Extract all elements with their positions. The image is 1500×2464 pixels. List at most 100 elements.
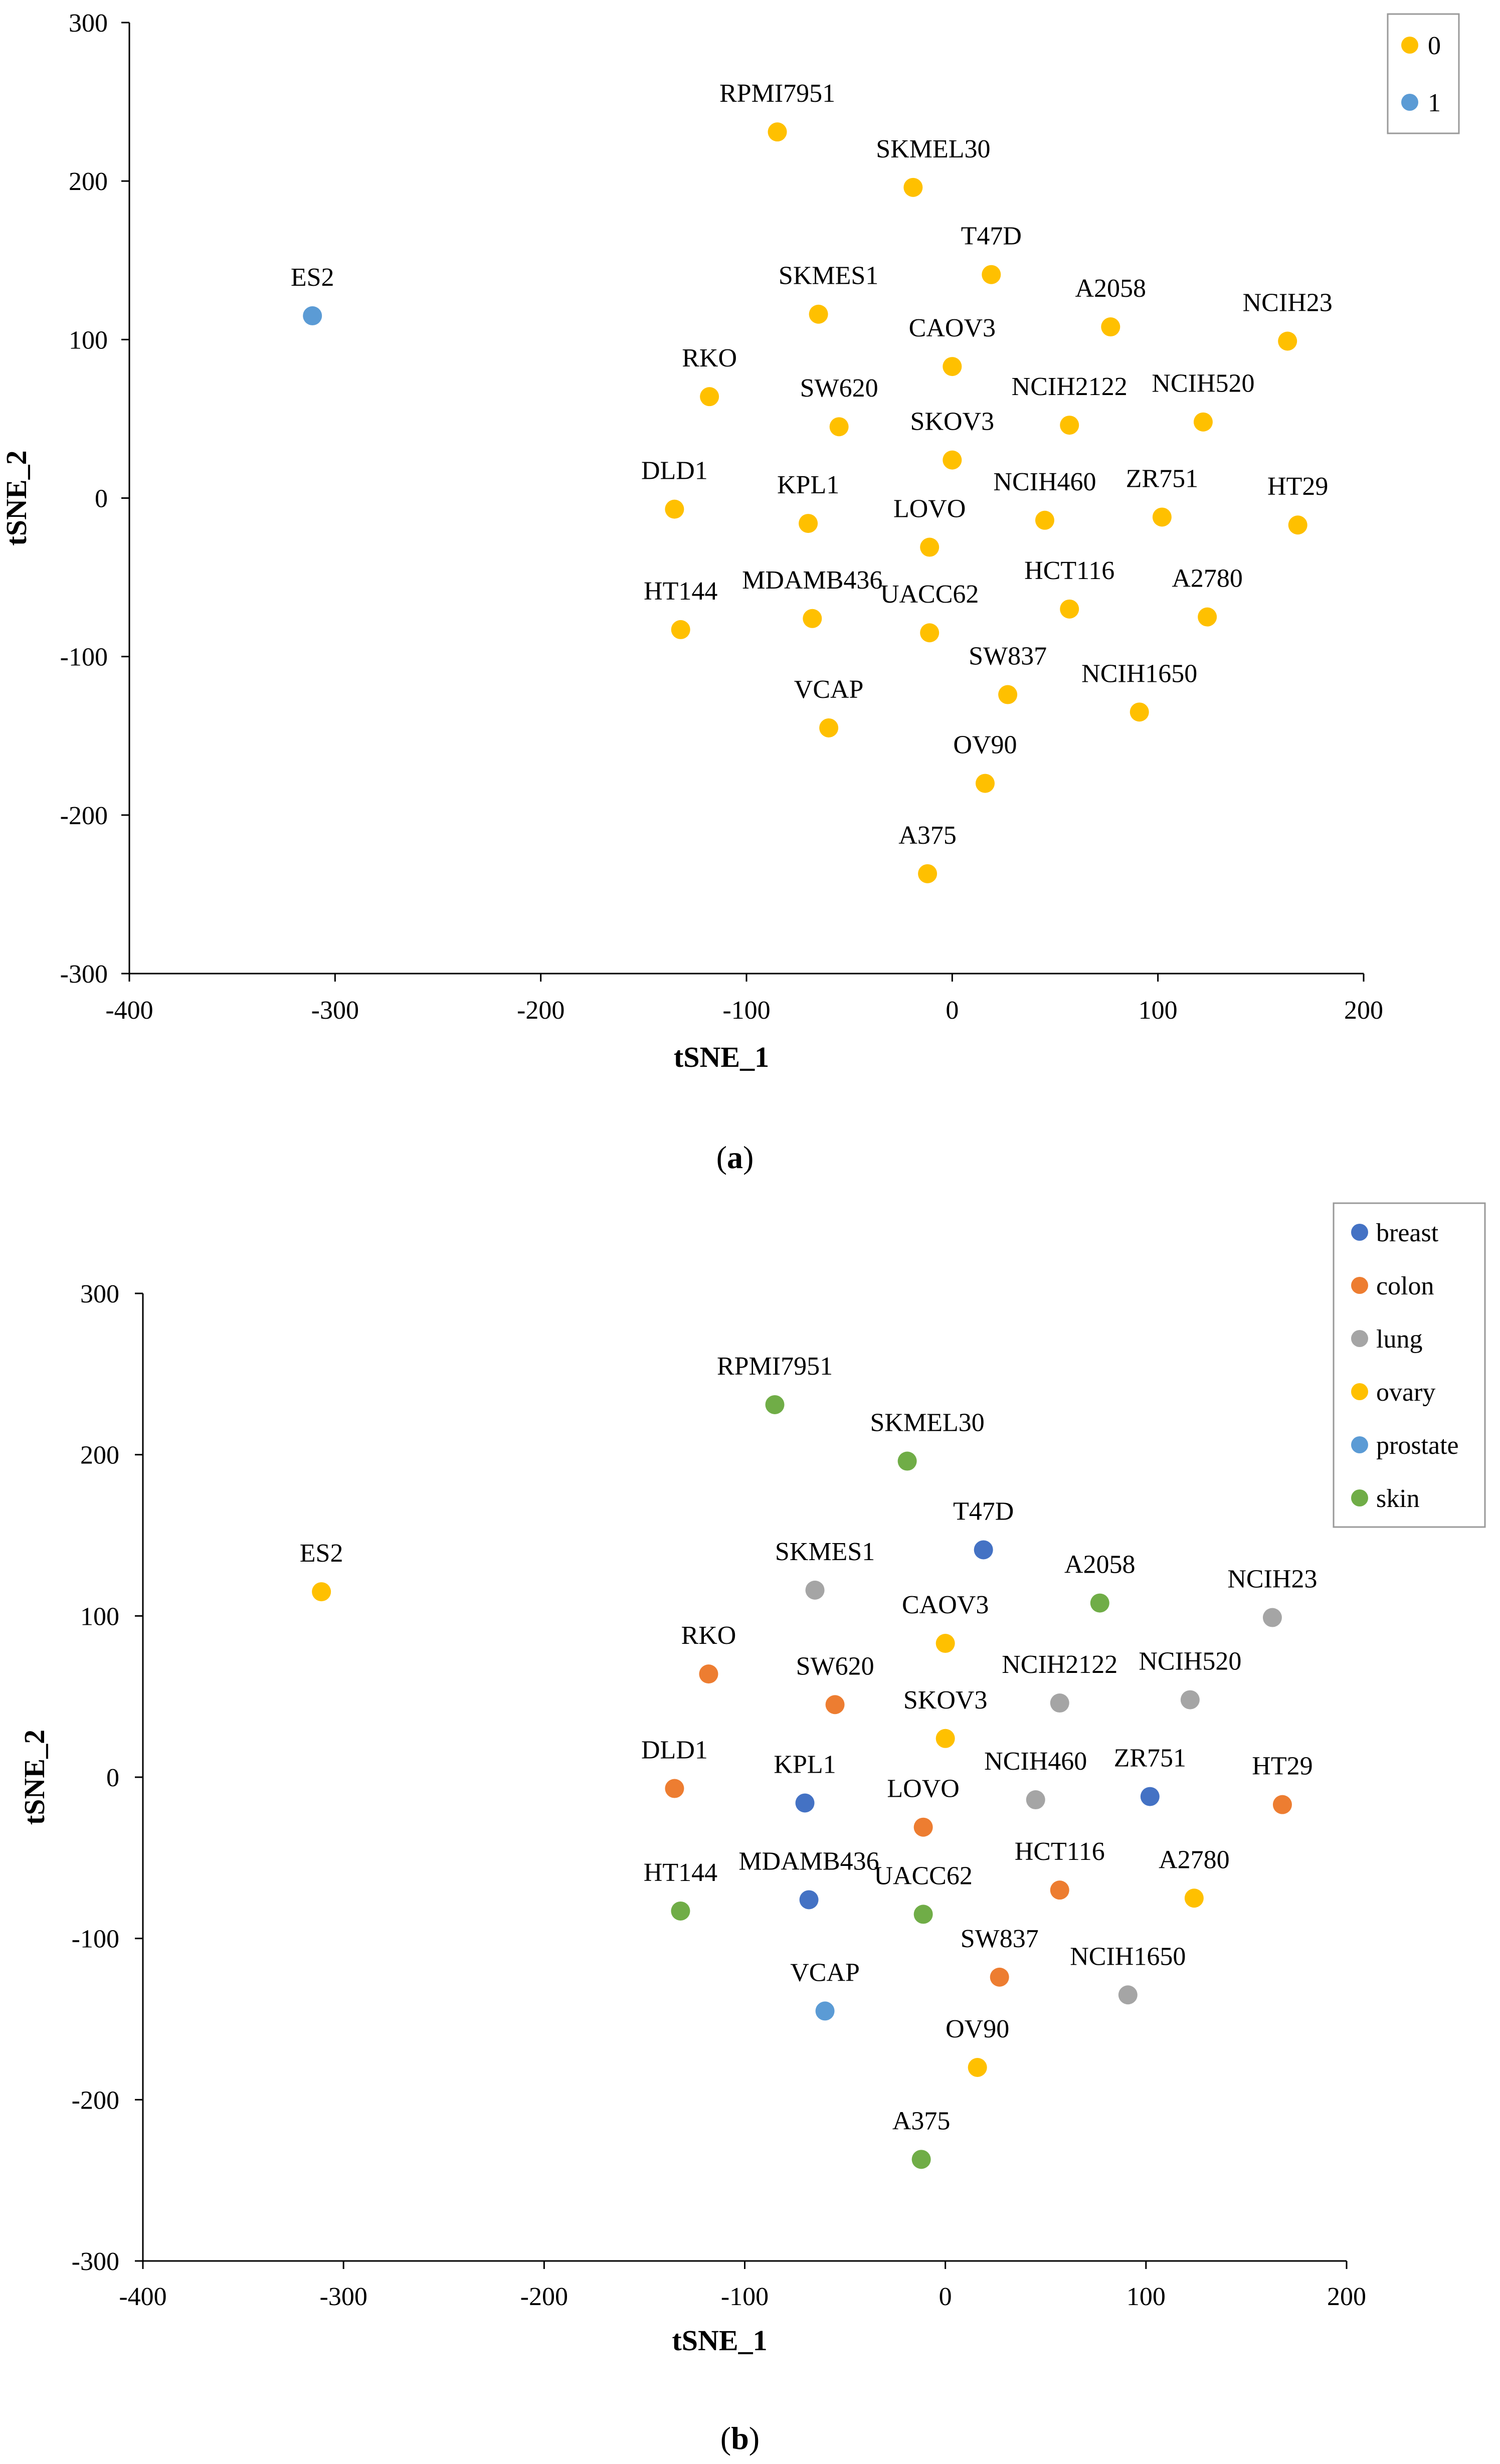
panel-a-y-tick-label: 100 xyxy=(69,326,108,354)
panel-b-point-label: NCIH23 xyxy=(1227,1565,1317,1594)
panel-b-point-skov3 xyxy=(935,1729,955,1748)
panel-a-point-a2058 xyxy=(1101,317,1120,337)
panel-b-point-dld1 xyxy=(665,1779,684,1798)
panel-a-point-label: NCIH23 xyxy=(1243,288,1333,317)
panel-b-point-label: KPL1 xyxy=(774,1750,836,1779)
panel-b-legend-marker-breast xyxy=(1351,1224,1368,1241)
panel-a-point-sw620 xyxy=(829,417,849,437)
panel-b-x-axis-title: tSNE_1 xyxy=(672,2324,767,2357)
panel-b-y-tick-label: -300 xyxy=(72,2247,119,2276)
panel-a-point-a2780 xyxy=(1198,607,1217,627)
panel-a-point-vcap xyxy=(819,718,839,737)
panel-a-y-tick-label: -300 xyxy=(60,960,108,989)
panel-b-point-label: NCIH460 xyxy=(984,1747,1087,1776)
panel-b-point-label: OV90 xyxy=(946,2015,1009,2043)
panel-a-point-kpl1 xyxy=(799,514,818,533)
panel-a-point-label: ZR751 xyxy=(1126,464,1198,493)
panel-b-point-label: SKMES1 xyxy=(775,1538,875,1566)
panel-b-point-label: VCAP xyxy=(790,1958,860,1987)
panel-a-x-tick-label: -300 xyxy=(311,996,359,1025)
panel-b-point-ht29 xyxy=(1272,1795,1292,1814)
panel-b-point-label: ES2 xyxy=(300,1539,343,1568)
panel-b-y-tick-label: 300 xyxy=(80,1280,119,1308)
panel-b-x-tick-label: 100 xyxy=(1127,2283,1166,2311)
panel-b-legend-label: prostate xyxy=(1376,1431,1459,1460)
panel-a-point-label: NCIH2122 xyxy=(1012,372,1128,401)
panel-a-caption: (a) xyxy=(716,1140,754,1175)
panel-b-point-es2 xyxy=(312,1582,331,1602)
panel-b-point-label: T47D xyxy=(953,1497,1014,1526)
panel-a-point-label: ES2 xyxy=(291,263,334,292)
panel-b-point-kpl1 xyxy=(795,1793,815,1813)
panel-a-point-label: VCAP xyxy=(794,675,864,704)
panel-a-point-label: SKOV3 xyxy=(910,408,995,436)
panel-a-point-label: RPMI7951 xyxy=(719,79,835,108)
panel-b-x-tick-label: -400 xyxy=(119,2283,166,2311)
panel-b-point-label: SKOV3 xyxy=(903,1686,988,1715)
panel-b-legend-label: skin xyxy=(1376,1484,1420,1513)
panel-a-legend-label: 0 xyxy=(1428,32,1441,60)
panel-b-legend-box xyxy=(1333,1202,1486,1528)
panel-b-point-ncih2122 xyxy=(1050,1693,1069,1713)
panel-b-legend-marker-prostate xyxy=(1351,1436,1368,1453)
panel-b-point-label: A2780 xyxy=(1159,1845,1230,1874)
panel-a-point-es2 xyxy=(303,306,322,325)
panel-a-point-label: KPL1 xyxy=(777,471,839,499)
panel-a-point-hct116 xyxy=(1060,599,1079,619)
panel-b-point-vcap xyxy=(815,2001,835,2021)
panel-b-point-a375 xyxy=(911,2150,931,2169)
panel-b-point-label: DLD1 xyxy=(641,1736,708,1765)
panel-a-point-t47d xyxy=(982,265,1001,284)
panel-b-point-ncih1650 xyxy=(1118,1985,1138,2005)
panel-a-legend-marker-0 xyxy=(1401,37,1418,54)
panel-a-y-tick-label: -200 xyxy=(60,802,108,830)
panel-b-point-label: NCIH2122 xyxy=(1002,1650,1117,1679)
panel-b-point-label: RKO xyxy=(681,1621,736,1650)
panel-b-point-a2780 xyxy=(1184,1888,1204,1908)
panel-a-point-label: SW620 xyxy=(800,374,878,403)
panel-a-point-label: NCIH520 xyxy=(1152,369,1254,398)
panel-b-y-tick-label: 200 xyxy=(80,1441,119,1470)
panel-b-point-label: RPMI7951 xyxy=(717,1352,833,1381)
panel-b-point-ncih460 xyxy=(1026,1790,1045,1810)
panel-b-point-label: HT144 xyxy=(644,1858,717,1887)
panel-b-y-tick-label: 0 xyxy=(106,1764,119,1792)
panel-b-point-label: CAOV3 xyxy=(902,1591,989,1619)
panel-a-point-label: A375 xyxy=(898,821,957,850)
panel-a-point-label: DLD1 xyxy=(641,457,708,485)
panel-a-x-tick-label: -400 xyxy=(105,996,153,1025)
panel-b-point-rpmi7951 xyxy=(765,1395,785,1414)
panel-a-point-ncih1650 xyxy=(1130,702,1149,722)
panel-b-y-tick-label: -200 xyxy=(72,2086,119,2115)
panel-b-point-label: LOVO xyxy=(887,1775,959,1803)
panel-a-point-label: A2780 xyxy=(1172,564,1243,593)
panel-b-point-a2058 xyxy=(1090,1593,1109,1613)
panel-b-point-sw837 xyxy=(990,1967,1009,1987)
panel-a-point-a375 xyxy=(918,864,938,883)
panel-b-point-label: A375 xyxy=(892,2107,951,2135)
panel-a-point-label: UACC62 xyxy=(880,580,979,609)
panel-b-x-tick-label: 0 xyxy=(939,2283,952,2311)
panel-b-y-tick-label: 100 xyxy=(80,1602,119,1631)
panel-a-point-ncih23 xyxy=(1278,331,1297,351)
panel-a-point-mdamb436 xyxy=(803,609,822,628)
panel-b-point-skmes1 xyxy=(805,1580,825,1600)
scatter-panel-a: -300 -200 -100 0 100 200 300 -400 -300 -200 -100 0 1… xyxy=(0,9,1460,1175)
panel-a-point-ht29 xyxy=(1288,515,1307,535)
panel-b-point-caov3 xyxy=(935,1634,955,1653)
panel-a-caption-close: ) xyxy=(743,1140,754,1175)
panel-a-point-zr751 xyxy=(1152,507,1172,527)
panel-a-y-tick-label: 0 xyxy=(95,485,108,513)
panel-a-point-label: A2058 xyxy=(1075,274,1147,303)
panel-b-point-label: HT29 xyxy=(1252,1752,1312,1781)
panel-b-x-tick-label: -300 xyxy=(320,2283,367,2311)
panel-a-point-rpmi7951 xyxy=(768,122,787,142)
panel-b-point-lovo xyxy=(913,1817,933,1837)
panel-a-caption-letter: a xyxy=(727,1140,743,1175)
panel-a-point-label: SW837 xyxy=(969,642,1047,671)
panel-b-point-ncih520 xyxy=(1180,1690,1200,1710)
panel-b-point-label: UACC62 xyxy=(874,1861,972,1890)
panel-a-point-ht144 xyxy=(671,620,690,639)
